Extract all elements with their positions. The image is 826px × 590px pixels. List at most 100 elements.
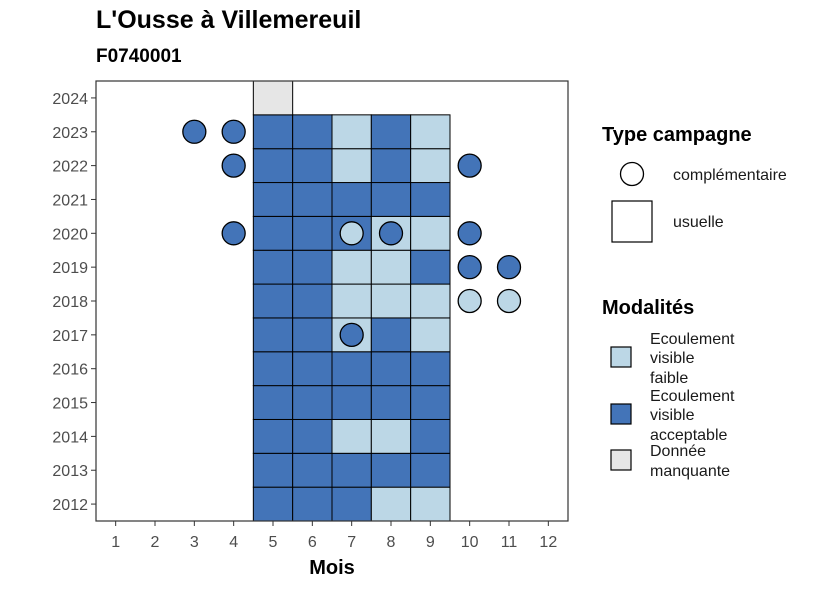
- y-tick-label: 2015: [52, 396, 88, 413]
- usuelle-cells: [252, 80, 451, 522]
- data-point: [496, 288, 522, 314]
- legend-label-modalite: Donnée manquante: [650, 443, 730, 480]
- heatmap-cell: [410, 215, 451, 251]
- heatmap-cell: [370, 283, 412, 319]
- y-tick-label: 2021: [52, 192, 88, 209]
- heatmap-cell: [410, 249, 451, 285]
- heatmap-cell: [252, 452, 294, 488]
- data-point: [339, 221, 364, 246]
- x-tick-label: 2: [151, 534, 160, 551]
- legend-label-usuelle: usuelle: [673, 214, 724, 231]
- heatmap-cell: [292, 486, 333, 522]
- heatmap-cell: [370, 148, 412, 184]
- legend-key-modalite: [610, 346, 632, 368]
- heatmap-cell: [292, 283, 333, 319]
- y-tick-label: 2012: [52, 497, 88, 514]
- heatmap-cell: [410, 182, 451, 217]
- heatmap-cell: [370, 385, 412, 420]
- heatmap-cell: [410, 351, 451, 387]
- legend-key-modalite: [610, 403, 632, 425]
- x-tick-label: 9: [426, 534, 435, 551]
- data-point: [221, 153, 246, 178]
- heatmap-cell: [331, 385, 372, 420]
- x-tick-label: 4: [229, 534, 238, 551]
- legend-label-line: Donnée: [650, 443, 706, 460]
- heatmap-cell: [410, 317, 451, 353]
- x-tick-label: 5: [269, 534, 278, 551]
- heatmap-cell: [292, 351, 333, 387]
- heatmap-cell: [331, 114, 372, 150]
- x-tick-label: 6: [308, 534, 317, 551]
- heatmap-cell: [410, 418, 451, 454]
- heatmap-cell: [292, 385, 333, 420]
- legend-title-modalites: Modalités: [602, 297, 694, 319]
- heatmap-cell: [410, 385, 451, 420]
- heatmap-cell: [252, 249, 294, 285]
- legend-label-line: visible: [650, 350, 695, 367]
- y-tick-label: 2019: [52, 260, 88, 277]
- heatmap-cell: [252, 486, 294, 522]
- heatmap-cell: [331, 418, 372, 454]
- x-tick-label: 1: [111, 534, 120, 551]
- x-tick-label: 12: [539, 534, 557, 551]
- y-tick-label: 2020: [52, 226, 88, 243]
- heatmap-cell: [370, 486, 412, 522]
- data-point: [457, 255, 482, 280]
- heatmap-cell: [292, 452, 333, 488]
- x-tick-label: 11: [501, 534, 518, 551]
- heatmap-cell: [252, 418, 294, 454]
- heatmap-cell: [410, 148, 451, 184]
- heatmap-cell: [331, 283, 372, 319]
- heatmap-cell: [252, 182, 294, 217]
- heatmap-cell: [410, 283, 451, 319]
- legend-label-complementaire: complémentaire: [673, 167, 787, 184]
- heatmap-cell: [410, 452, 451, 488]
- heatmap-cell: [292, 249, 333, 285]
- heatmap-cell: [331, 486, 372, 522]
- y-tick-label: 2024: [52, 91, 88, 108]
- heatmap-cell: [331, 249, 372, 285]
- legend-title-type: Type campagne: [602, 124, 752, 146]
- heatmap-cell: [331, 351, 372, 387]
- legend-label-line: Ecoulement: [650, 388, 735, 405]
- legend: Type campagne complémentaire usuelle Modali…: [602, 124, 787, 480]
- heatmap-cell: [292, 148, 333, 184]
- heatmap-cell: [370, 317, 412, 353]
- heatmap-cell: [292, 182, 333, 217]
- x-tick-label: 10: [461, 534, 479, 551]
- heatmap-cell: [331, 182, 372, 217]
- heatmap-cell: [410, 114, 451, 150]
- data-point: [182, 119, 207, 144]
- legend-label-modalite: Ecoulement visible faible: [650, 331, 735, 387]
- legend-label-line: Ecoulement: [650, 331, 735, 348]
- heatmap-cell: [370, 351, 412, 387]
- x-tick-label: 7: [347, 534, 356, 551]
- legend-key-usuelle: [611, 200, 653, 243]
- data-point: [457, 221, 482, 246]
- legend-label-line: faible: [650, 370, 688, 387]
- heatmap-cell: [410, 486, 451, 522]
- y-tick-label: 2013: [52, 463, 88, 480]
- legend-key-complementaire: [619, 161, 645, 187]
- data-point: [457, 288, 482, 314]
- heatmap-cell: [252, 215, 294, 251]
- chart-subtitle: F0740001: [96, 46, 182, 67]
- chart-title: L'Ousse à Villemereuil: [96, 6, 362, 34]
- heatmap-cell: [370, 452, 412, 488]
- data-point: [457, 153, 482, 178]
- y-tick-label: 2014: [52, 429, 88, 446]
- heatmap-cell: [292, 317, 333, 353]
- heatmap-cell: [370, 418, 412, 454]
- heatmap-cell: [252, 80, 294, 116]
- heatmap-cell: [252, 148, 294, 184]
- heatmap-cell: [370, 249, 412, 285]
- data-point: [339, 322, 364, 347]
- complementaire-points: [182, 119, 522, 347]
- heatmap-cell: [331, 148, 372, 184]
- x-tick-label: 3: [190, 534, 199, 551]
- heatmap-cell: [252, 114, 294, 150]
- heatmap-cell: [292, 418, 333, 454]
- y-tick-label: 2018: [52, 294, 88, 311]
- heatmap-cell: [252, 317, 294, 353]
